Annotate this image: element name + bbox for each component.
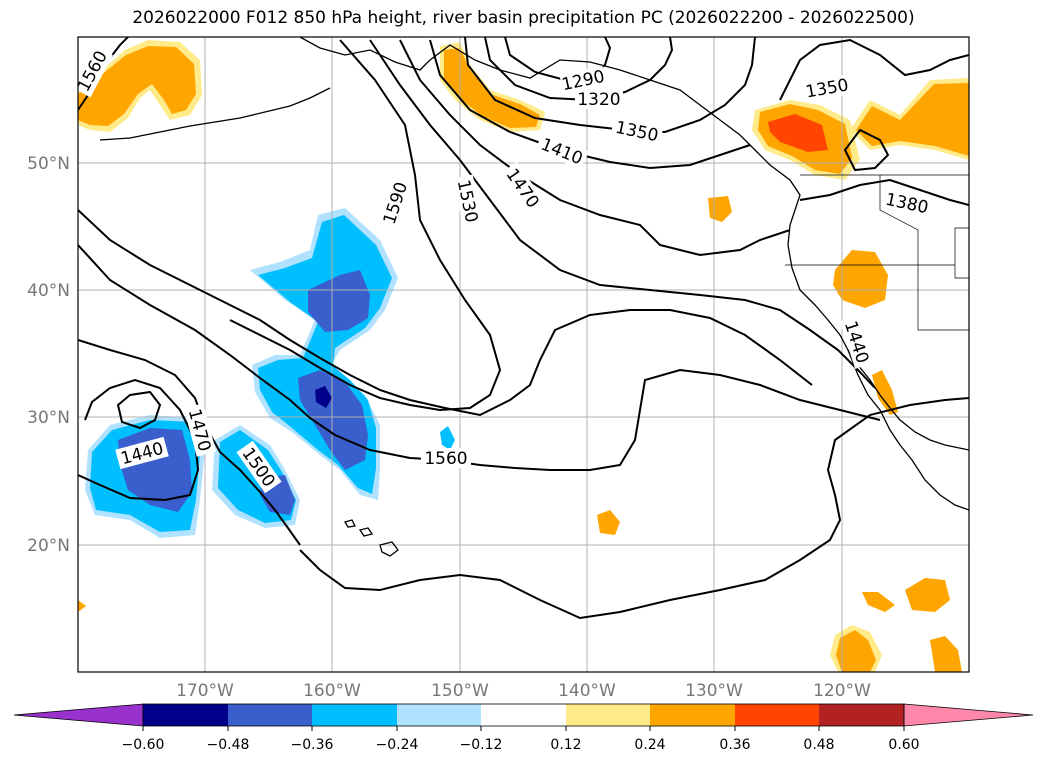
colorbar-tick-label: −0.24 <box>376 737 419 753</box>
lon-label-170w: 170°W <box>176 681 234 701</box>
hawaii-big-island <box>379 541 399 557</box>
pos-anomaly-northeast-mid <box>856 83 969 156</box>
colorbar-tick-label: 0.48 <box>803 737 834 753</box>
lon-label-120w: 120°W <box>813 681 871 701</box>
pos-anomaly-pacific-small <box>597 510 620 535</box>
lat-label-30n: 30°N <box>27 408 70 428</box>
hawaii-oahu <box>344 519 356 528</box>
pos-anomaly-mexico-east <box>905 578 950 612</box>
colorbar-tick-label: −0.60 <box>122 737 165 753</box>
pos-anomaly-mexico-west <box>862 592 895 612</box>
lon-label-160w: 160°W <box>303 681 361 701</box>
lat-label-40n: 40°N <box>27 281 70 301</box>
lon-label-150w: 150°W <box>431 681 489 701</box>
pos-anomaly-california <box>833 250 888 308</box>
colorbar-tick-label: 0.36 <box>719 737 750 753</box>
contour-1530 <box>369 39 876 389</box>
colorbar-tick-marks <box>142 726 905 731</box>
map-plot-area: 1560 1290 1320 1350 1350 1410 1470 1530 … <box>78 37 969 672</box>
mexico-coast <box>899 444 969 511</box>
state-borders <box>785 175 969 331</box>
colorbar: −0.60 −0.48 −0.36 −0.24 −0.12 0.12 0.24 … <box>13 703 1034 753</box>
map-frame <box>77 36 970 673</box>
pos-anomaly-pnw-strong <box>768 114 828 152</box>
colorbar-extend-low <box>13 703 144 727</box>
colorbar-bin-pos-012-024 <box>566 704 650 726</box>
lon-label-130w: 130°W <box>685 681 743 701</box>
contour-large-southern <box>299 397 969 620</box>
pos-anomaly-gulf-mid <box>444 48 540 128</box>
colorbar-frame <box>142 703 905 727</box>
neg-anomaly-central-strong-north <box>308 270 370 332</box>
alaska-coast <box>299 37 801 211</box>
colorbar-extend-high <box>903 703 1034 727</box>
lon-label-140w: 140°W <box>558 681 616 701</box>
latitude-labels: 50°N 40°N 30°N 20°N <box>27 154 70 556</box>
coastlines <box>99 37 969 557</box>
colorbar-tick-label: −0.36 <box>291 737 334 753</box>
colorbar-bin-pos-024-036 <box>650 704 735 726</box>
lat-label-50n: 50°N <box>27 154 70 174</box>
contour-label-1320: 1320 <box>577 90 620 110</box>
map-title: 2026022000 F012 850 hPa height, river ba… <box>132 8 915 28</box>
hawaii-maui <box>358 527 374 537</box>
contour-1350-east <box>779 38 969 101</box>
colorbar-tick-label: 0.12 <box>550 737 581 753</box>
neg-anomaly-small-east <box>440 426 455 450</box>
colorbar-tick-label: 0.60 <box>888 737 919 753</box>
baja-peninsula <box>847 349 901 446</box>
colorbar-bin-neutral <box>481 704 566 726</box>
lat-label-20n: 20°N <box>27 536 70 556</box>
colorbar-bin-neg-048-036 <box>228 704 312 726</box>
contour-1470-north <box>399 39 791 257</box>
contour-label-1560-mid: 1560 <box>424 449 467 469</box>
contour-1350-loop <box>843 128 890 172</box>
colorbar-bin-pos-048-060 <box>819 704 904 726</box>
pos-anomaly-far-west <box>78 600 86 612</box>
colorbar-tick-label: −0.48 <box>207 737 250 753</box>
contour-1500 <box>78 244 881 471</box>
pos-anomaly-alaska-mid <box>78 46 196 126</box>
graticule <box>78 37 969 672</box>
pos-anomaly-baja <box>872 370 898 415</box>
neg-anomaly-central-max <box>315 386 332 408</box>
colorbar-tick-label: −0.12 <box>460 737 503 753</box>
colorbar-bin-neg-060-048 <box>143 704 228 726</box>
political-borders <box>785 174 969 331</box>
contour-1560-mid <box>78 209 813 417</box>
colorbar-bin-pos-036-048 <box>735 704 819 726</box>
pos-anomaly-mexico-south <box>930 636 962 672</box>
colorbar-bin-neg-036-024 <box>312 704 397 726</box>
contour-1380-low <box>116 390 162 430</box>
colorbar-tick-label: 0.24 <box>634 737 665 753</box>
longitude-labels: 170°W 160°W 150°W 140°W 130°W 120°W <box>176 681 871 701</box>
contour-1380-east <box>799 178 969 206</box>
contour-1590 <box>229 39 502 412</box>
colorbar-bin-neg-024-012 <box>397 704 481 726</box>
pos-anomaly-mexico-mid <box>836 630 876 672</box>
aleutian-islands <box>99 87 331 141</box>
